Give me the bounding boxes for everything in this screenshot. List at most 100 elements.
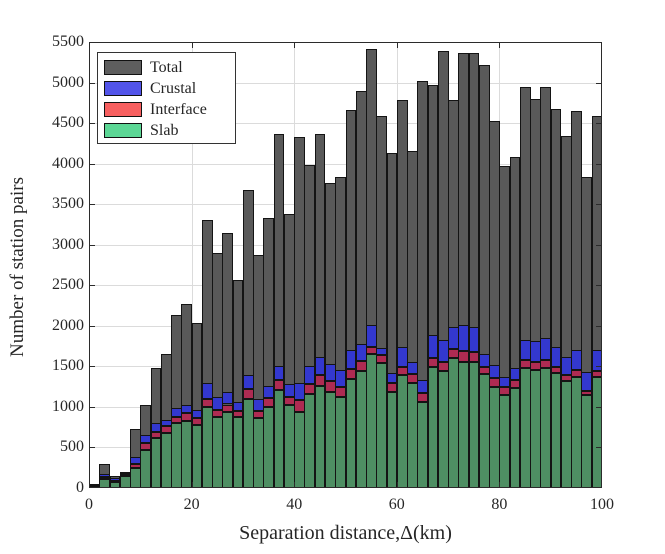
bar-slab — [550, 373, 562, 488]
bar-crustal — [109, 478, 121, 482]
legend-label-slab: Slab — [150, 122, 179, 139]
bar-slab — [345, 379, 357, 488]
bar-crustal — [478, 354, 490, 368]
bar-interface — [345, 368, 357, 380]
bar-slab — [222, 412, 234, 488]
legend-label-crustal: Crustal — [150, 80, 197, 97]
bar-crustal — [560, 356, 572, 375]
legend-row: Crustal — [98, 78, 235, 99]
bar-interface — [448, 348, 459, 358]
bar-crustal — [355, 343, 367, 361]
bar-interface — [376, 355, 388, 364]
bar-slab — [253, 417, 264, 488]
bar-crustal — [427, 334, 439, 359]
bar-slab — [355, 371, 367, 488]
bar-interface — [437, 362, 449, 372]
y-tick-label: 2500 — [52, 276, 84, 294]
y-tick-label: 0 — [76, 479, 84, 496]
bar-crustal — [89, 484, 100, 487]
bar-interface — [191, 418, 203, 425]
bar-slab — [191, 424, 203, 488]
bar-interface — [140, 443, 152, 450]
bar-interface — [386, 382, 398, 392]
x-axis-title: Separation distance,Δ(km) — [239, 522, 452, 544]
x-tick-label: 100 — [590, 496, 614, 513]
y-tick-label: 5500 — [52, 33, 84, 50]
bar-interface — [201, 398, 213, 407]
h-gridline — [89, 82, 602, 84]
y-tick-label: 1500 — [52, 357, 84, 375]
bar-interface — [530, 361, 541, 371]
y-tick-label: 3000 — [52, 235, 84, 253]
bar-interface — [181, 413, 193, 421]
bar-slab — [489, 386, 500, 488]
legend: Total Crustal Interface Slab — [97, 52, 236, 144]
bar-crustal — [448, 326, 459, 349]
bar-slab — [591, 376, 603, 488]
bar-slab — [396, 375, 408, 488]
bar-crustal — [530, 340, 541, 362]
v-gridline — [191, 42, 193, 488]
x-tick-label: 80 — [491, 496, 508, 513]
bar-interface — [591, 371, 603, 377]
bar-crustal — [150, 423, 162, 433]
bar-slab — [314, 385, 326, 488]
bar-interface — [581, 391, 593, 395]
bar-interface — [304, 384, 316, 394]
legend-swatch-total — [104, 60, 142, 75]
x-tick-label: 20 — [183, 496, 200, 513]
legend-swatch-crustal — [104, 81, 142, 96]
bar-interface — [468, 352, 480, 362]
bar-crustal — [130, 456, 141, 464]
bar-slab — [335, 396, 346, 488]
y-tick-label: 2000 — [52, 316, 84, 334]
bar-slab — [242, 398, 254, 488]
bar-crustal — [191, 410, 203, 419]
bar-crustal — [171, 408, 182, 417]
bar-crustal — [201, 382, 213, 399]
bar-slab — [109, 481, 121, 488]
bars-layer — [89, 42, 603, 488]
bar-crustal — [499, 376, 511, 387]
legend-label-interface: Interface — [150, 101, 207, 118]
x-tick-label: 60 — [388, 496, 405, 513]
bar-slab — [571, 376, 582, 488]
y-tick-label: 4500 — [52, 114, 84, 132]
bar-slab — [437, 371, 449, 488]
bar-interface — [540, 359, 552, 368]
bar-slab — [181, 420, 193, 488]
bar-slab — [130, 467, 141, 488]
bar-slab — [448, 357, 459, 488]
bar-crustal — [324, 363, 336, 381]
bar-interface — [489, 378, 500, 387]
bar-crustal — [509, 368, 521, 381]
bar-interface — [150, 432, 162, 439]
bar-slab — [509, 388, 521, 488]
bar-crustal — [253, 399, 264, 411]
bar-slab — [540, 368, 552, 488]
bar-slab — [468, 361, 480, 488]
bar-interface — [478, 367, 490, 375]
bar-interface — [253, 411, 264, 418]
bar-crustal — [294, 383, 305, 401]
bar-slab — [530, 370, 541, 488]
bar-interface — [366, 346, 377, 355]
bar-interface — [212, 410, 223, 418]
bar-interface — [499, 386, 511, 395]
bar-interface — [396, 367, 408, 376]
bar-slab — [519, 368, 531, 488]
legend-swatch-slab — [104, 123, 142, 138]
bar-crustal — [273, 366, 285, 381]
bar-crustal — [376, 348, 388, 356]
bar-interface — [458, 350, 470, 362]
bar-interface — [324, 380, 336, 392]
bar-interface — [263, 398, 275, 407]
bar-slab — [324, 391, 336, 488]
bar-interface — [427, 358, 439, 368]
bar-slab — [376, 363, 388, 488]
x-tick-label: 0 — [85, 496, 93, 513]
bar-interface — [99, 477, 110, 480]
bar-slab — [386, 391, 398, 488]
bar-interface — [407, 374, 418, 384]
bar-slab — [150, 438, 162, 488]
